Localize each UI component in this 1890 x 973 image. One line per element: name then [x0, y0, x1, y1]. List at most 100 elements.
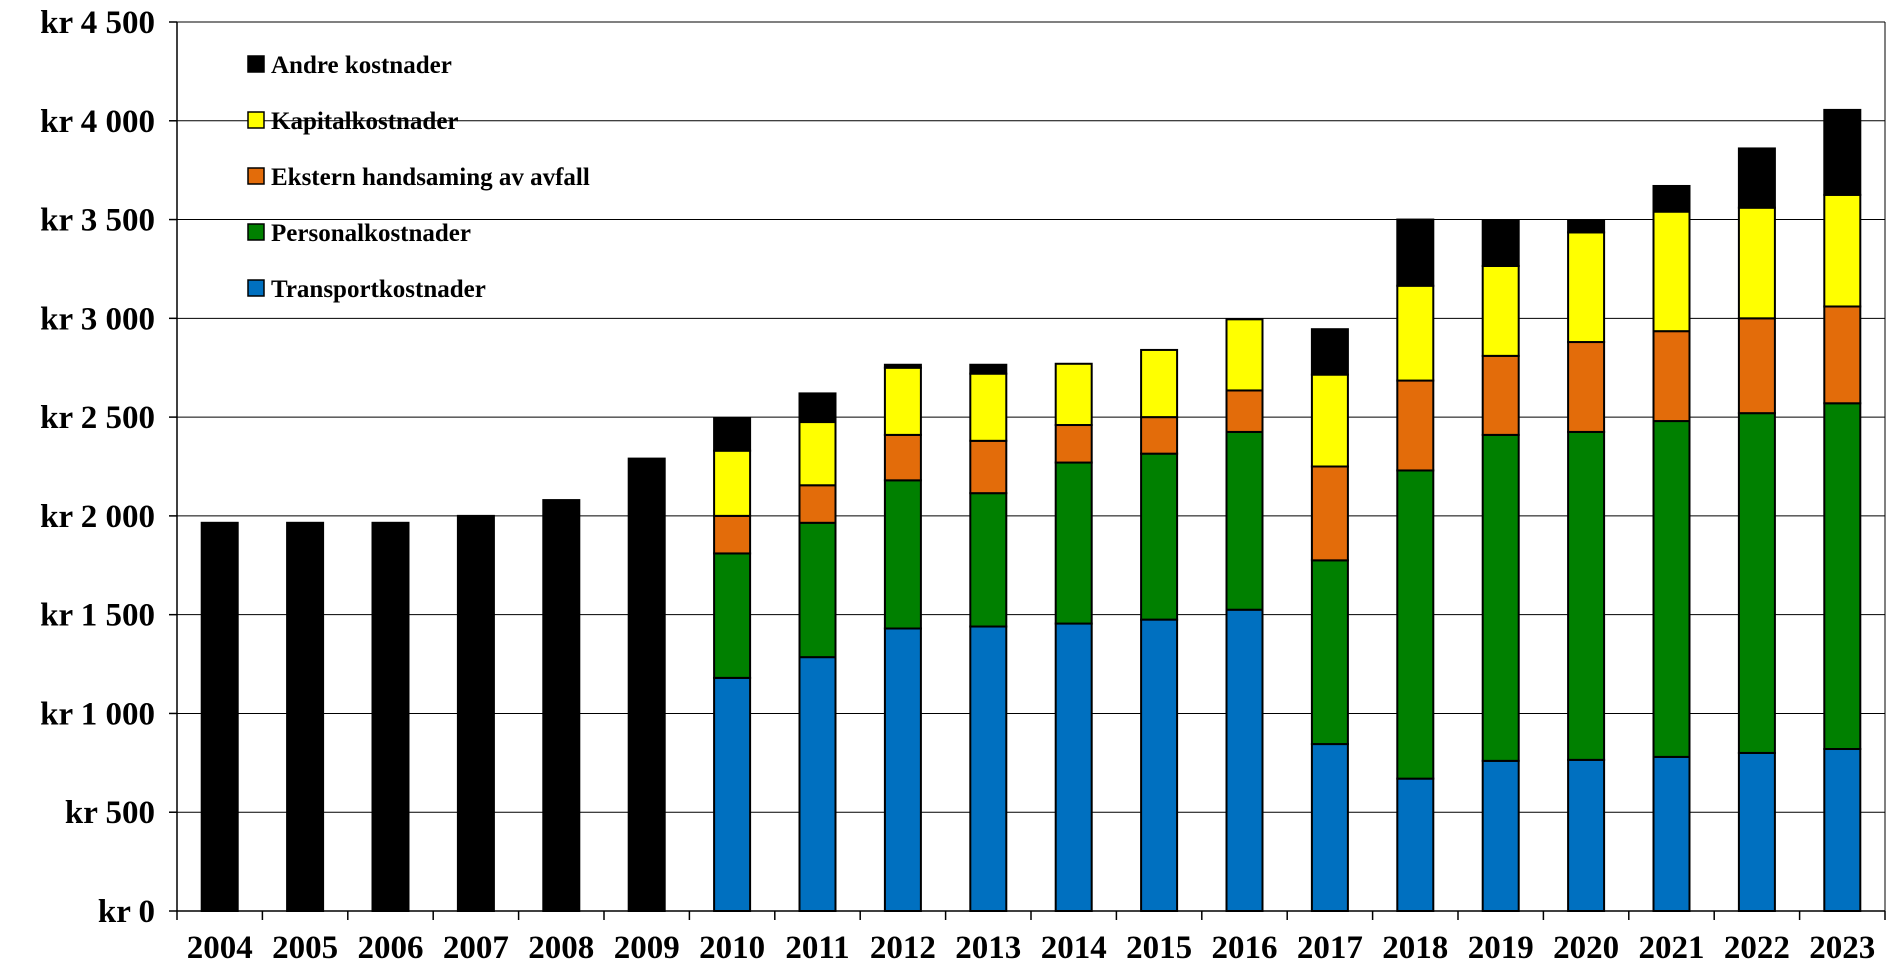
axes [169, 21, 1886, 920]
bar-segment-2015-series-2 [1140, 416, 1179, 455]
legend-swatch-3 [247, 111, 265, 129]
legend-label: Andre kostnader [271, 52, 452, 79]
legend-swatch-0 [247, 279, 265, 297]
x-tick-label: 2006 [358, 930, 424, 966]
legend: Andre kostnader Kapitalkostnader Ekstern h… [247, 52, 590, 303]
legend-swatch-2 [247, 167, 265, 185]
y-tick-label: kr 3 000 [40, 301, 155, 337]
bar-segment-2005-series-4 [286, 521, 325, 912]
bar-segment-2011-series-2 [798, 484, 837, 524]
bar-segment-2017-series-4 [1310, 328, 1349, 376]
bar-segment-2016-series-0 [1225, 608, 1264, 912]
bar-segment-2011-series-3 [798, 421, 837, 487]
bar-segment-2021-series-2 [1652, 330, 1691, 423]
y-tick-labels: kr 0 kr 500 kr 1 000 kr 1 500 kr 2 000 kr 2 5… [40, 5, 155, 930]
legend-swatch-1 [247, 223, 265, 241]
x-tick-label: 2009 [614, 930, 680, 966]
bar-segment-2013-series-1 [969, 492, 1008, 628]
bar-segment-2019-series-4 [1481, 219, 1520, 267]
bar-segment-2009-series-4 [627, 457, 666, 912]
x-tick-labels: 2004 2005 2006 2007 2008 2009 2010 2011 2012 2013… [187, 930, 1876, 966]
bar-segment-2023-series-3 [1823, 193, 1862, 308]
bar-segment-2022-series-1 [1737, 412, 1776, 754]
x-tick-label: 2018 [1382, 930, 1448, 966]
bar-segment-2004-series-4 [200, 521, 239, 912]
legend-label: Personalkostnader [271, 220, 471, 247]
bar-segment-2010-series-2 [713, 514, 752, 555]
bar-segment-2018-series-1 [1396, 469, 1435, 780]
x-tick-label: 2013 [955, 930, 1021, 966]
bar-segment-2008-series-4 [542, 499, 581, 912]
y-tick-label: kr 4 000 [40, 104, 155, 140]
bar-segment-2012-series-2 [883, 433, 922, 482]
bar-segment-2006-series-4 [371, 521, 410, 912]
bar-segment-2018-series-2 [1396, 379, 1435, 472]
y-tick-label: kr 4 500 [40, 5, 155, 41]
bar-segment-2011-series-4 [798, 392, 837, 424]
bar-segment-2020-series-1 [1567, 430, 1606, 761]
x-tick-label: 2016 [1212, 930, 1278, 966]
bar-segment-2019-series-2 [1481, 354, 1520, 436]
y-tick-label: kr 1 000 [40, 696, 155, 732]
bar-segment-2021-series-1 [1652, 420, 1691, 758]
x-tick-label: 2007 [443, 930, 509, 966]
bar-segment-2013-series-3 [969, 372, 1008, 442]
bar-segment-2012-series-0 [883, 627, 922, 912]
bar-segment-2007-series-4 [456, 514, 495, 913]
bar-segment-2010-series-1 [713, 552, 752, 679]
bar-segment-2020-series-3 [1567, 231, 1606, 344]
x-tick-label: 2010 [699, 930, 765, 966]
y-tick-label: kr 2 000 [40, 499, 155, 535]
y-tick-label: kr 1 500 [40, 598, 155, 634]
y-tick-label: kr 2 500 [40, 400, 155, 436]
bar-segment-2019-series-1 [1481, 433, 1520, 762]
bar-segment-2013-series-2 [969, 439, 1008, 495]
x-tick-label: 2022 [1724, 930, 1790, 966]
bar-segment-2017-series-1 [1310, 559, 1349, 746]
x-tick-label: 2021 [1639, 930, 1705, 966]
x-tick-label: 2012 [870, 930, 936, 966]
bar-segment-2016-series-3 [1225, 318, 1264, 392]
bar-segment-2023-series-0 [1823, 748, 1862, 913]
bar-segment-2013-series-4 [969, 363, 1008, 375]
x-tick-label: 2023 [1809, 930, 1875, 966]
x-tick-label: 2014 [1041, 930, 1107, 966]
bar-segment-2010-series-0 [713, 676, 752, 913]
x-tick-label: 2005 [272, 930, 338, 966]
y-tick-label: kr 500 [65, 795, 155, 831]
y-tick-label: kr 0 [98, 894, 155, 930]
bar-segment-2011-series-0 [798, 656, 837, 912]
bar-segment-2019-series-0 [1481, 759, 1520, 913]
bar-segment-2015-series-0 [1140, 618, 1179, 912]
bar-segment-2016-series-1 [1225, 430, 1264, 611]
x-tick-label: 2011 [785, 930, 849, 966]
bar-segment-2012-series-1 [883, 479, 922, 630]
bar-segment-2023-series-2 [1823, 305, 1862, 405]
bar-segment-2021-series-3 [1652, 210, 1691, 333]
bar-segment-2023-series-4 [1823, 108, 1862, 196]
bar-segment-2014-series-3 [1054, 362, 1093, 427]
bar-segment-2018-series-0 [1396, 777, 1435, 912]
bar-segment-2022-series-2 [1737, 317, 1776, 415]
legend-label: Transportkostnader [271, 276, 486, 303]
bar-segment-2016-series-2 [1225, 389, 1264, 433]
x-tick-label: 2004 [187, 930, 253, 966]
y-tick-label: kr 3 500 [40, 203, 155, 239]
gridlines [177, 21, 1885, 813]
bar-segment-2017-series-2 [1310, 465, 1349, 562]
bar-segment-2010-series-4 [713, 417, 752, 452]
bar-segment-2019-series-3 [1481, 264, 1520, 357]
bar-segment-2020-series-0 [1567, 758, 1606, 912]
bar-segment-2022-series-3 [1737, 206, 1776, 320]
bar-segment-2018-series-3 [1396, 284, 1435, 382]
bar-segment-2011-series-1 [798, 521, 837, 659]
bar-segment-2022-series-0 [1737, 751, 1776, 913]
bar-segment-2018-series-4 [1396, 218, 1435, 287]
bar-segment-2017-series-0 [1310, 743, 1349, 912]
bar-segment-2021-series-4 [1652, 184, 1691, 213]
x-tick-label: 2015 [1126, 930, 1192, 966]
bar-segment-2014-series-1 [1054, 461, 1093, 625]
bar-segment-2012-series-3 [883, 366, 922, 436]
bar-segment-2013-series-0 [969, 625, 1008, 913]
